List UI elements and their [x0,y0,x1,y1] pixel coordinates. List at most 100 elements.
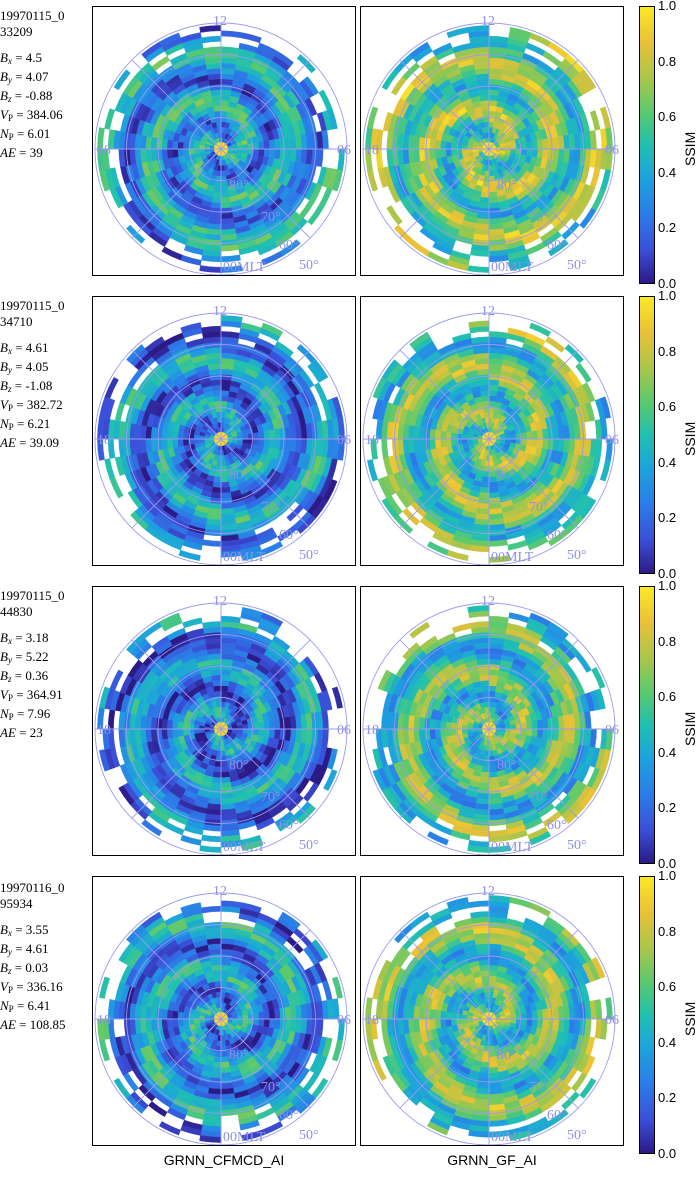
ssim-cell [579,207,597,229]
ssim-cell [220,390,230,397]
mlt-grid-line [488,728,579,819]
lat-label-50: 50° [299,548,319,563]
ssim-cell [484,121,490,128]
ssim-cell [268,719,276,730]
mlt-grid-line [488,639,579,730]
mlt-grid-line [399,59,490,150]
ssim-cell [478,492,490,499]
ssim-cell [172,430,179,440]
polar-ssim-panel: 12 18 06 00MLT 50° 60° 70° 80° [92,296,356,566]
ssim-cell [182,148,190,156]
by-value: 4.07 [25,69,49,84]
ssim-cell [477,373,490,381]
ssim-cell [177,721,184,730]
ssim-cell [488,384,499,392]
ssim-cell [182,438,190,446]
ssim-cell [193,148,200,154]
ssim-cell [220,186,229,193]
ssim-cell [429,718,436,730]
ssim-cell [547,148,555,161]
mlt-grid-line [488,438,579,529]
ssim-cell [114,401,126,422]
ssim-cell [155,148,163,161]
ssim-cell [440,720,447,730]
ssim-cell [488,470,496,478]
ssim-cell [238,622,259,634]
ssim-cell [214,760,222,768]
ssim-cell [271,635,291,651]
ssim-cell [510,434,517,440]
ssim-cell [213,1056,222,1063]
ssim-cell [451,622,472,634]
ssim-cell [242,434,249,440]
ssim-cell [536,139,544,150]
ssim-cell [279,438,287,451]
ssim-cell [313,382,328,403]
ssim-cell [268,148,276,159]
mlt-grid-line [131,728,222,819]
ssim-cell [547,239,569,257]
ssim-cell [220,476,229,483]
ssim-cell [252,728,260,736]
ssim-cell [164,821,185,836]
ssim-cell [488,674,499,682]
ssim-cell [531,140,538,150]
ssim-cell [526,431,533,440]
ssim-cell [220,674,231,682]
ssim-cell [182,1012,190,1020]
ssim-cell [536,719,544,730]
ssim-cell [488,89,500,96]
ssim-cell [193,438,200,444]
ssim-cell [199,845,222,853]
ssim-cell [268,1018,276,1029]
ssim-cell [429,148,436,160]
mlt-grid-line [220,438,311,529]
ssim-cell [172,1010,179,1020]
ssim-cell [536,148,544,159]
row-info-2: 19970115_044830 Bx = 3.18 By = 5.22 Bz =… [0,588,88,741]
ssim-cell [467,265,490,273]
ssim-cell [213,186,222,193]
ssim-cell [445,431,452,440]
lat-label-50: 50° [567,258,587,273]
ssim-cell [220,83,233,91]
ssim-cell [220,685,229,692]
ssim-cell [419,517,439,533]
ssim-cell [591,189,606,212]
ssim-cell [172,728,179,738]
lat-label-80: 80° [497,178,517,193]
ssim-cell [381,497,399,519]
ssim-cell [220,669,232,676]
ssim-cell [177,148,184,157]
ssim-cell [263,720,270,730]
mlt-grid-line [488,349,579,440]
ssim-cell [220,110,228,118]
mlt-grid-line [131,349,222,440]
ssim-cell [531,438,538,448]
ssim-cell [210,379,222,386]
ssim-cell [166,438,174,449]
ssim-cell [467,845,490,853]
ssim-cell [529,831,552,846]
ssim-cell [172,438,179,448]
ssim-cell [212,191,222,198]
ssim-cell [193,728,200,734]
ssim-cell [252,1018,260,1026]
ssim-cell [268,438,276,449]
ssim-cell [261,322,284,337]
ssim-cell [263,430,270,440]
ssim-cell [214,110,222,118]
ssim-cell [488,170,494,177]
ssim-cell [520,722,528,730]
ssim-cell [114,456,126,477]
ssim-cell [429,428,436,440]
ssim-cell [258,728,265,737]
mlt-label-18: 18 [97,143,111,158]
ssim-cell [155,717,163,730]
mlt-grid-line [220,728,311,819]
ssim-cell [183,824,204,836]
ssim-cell [220,89,232,96]
ssim-cell [261,612,284,627]
row-info-0: 19970115_033209 Bx = 4.5 By = 4.07 Bz = … [0,8,88,161]
